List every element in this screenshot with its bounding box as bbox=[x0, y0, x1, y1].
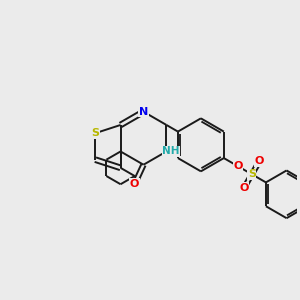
Text: S: S bbox=[248, 169, 256, 179]
Text: O: O bbox=[130, 179, 140, 189]
Text: O: O bbox=[239, 183, 249, 193]
Text: O: O bbox=[255, 156, 264, 166]
Text: S: S bbox=[92, 128, 99, 138]
Text: O: O bbox=[233, 161, 242, 171]
Text: N: N bbox=[139, 107, 148, 117]
Text: NH: NH bbox=[162, 146, 180, 157]
